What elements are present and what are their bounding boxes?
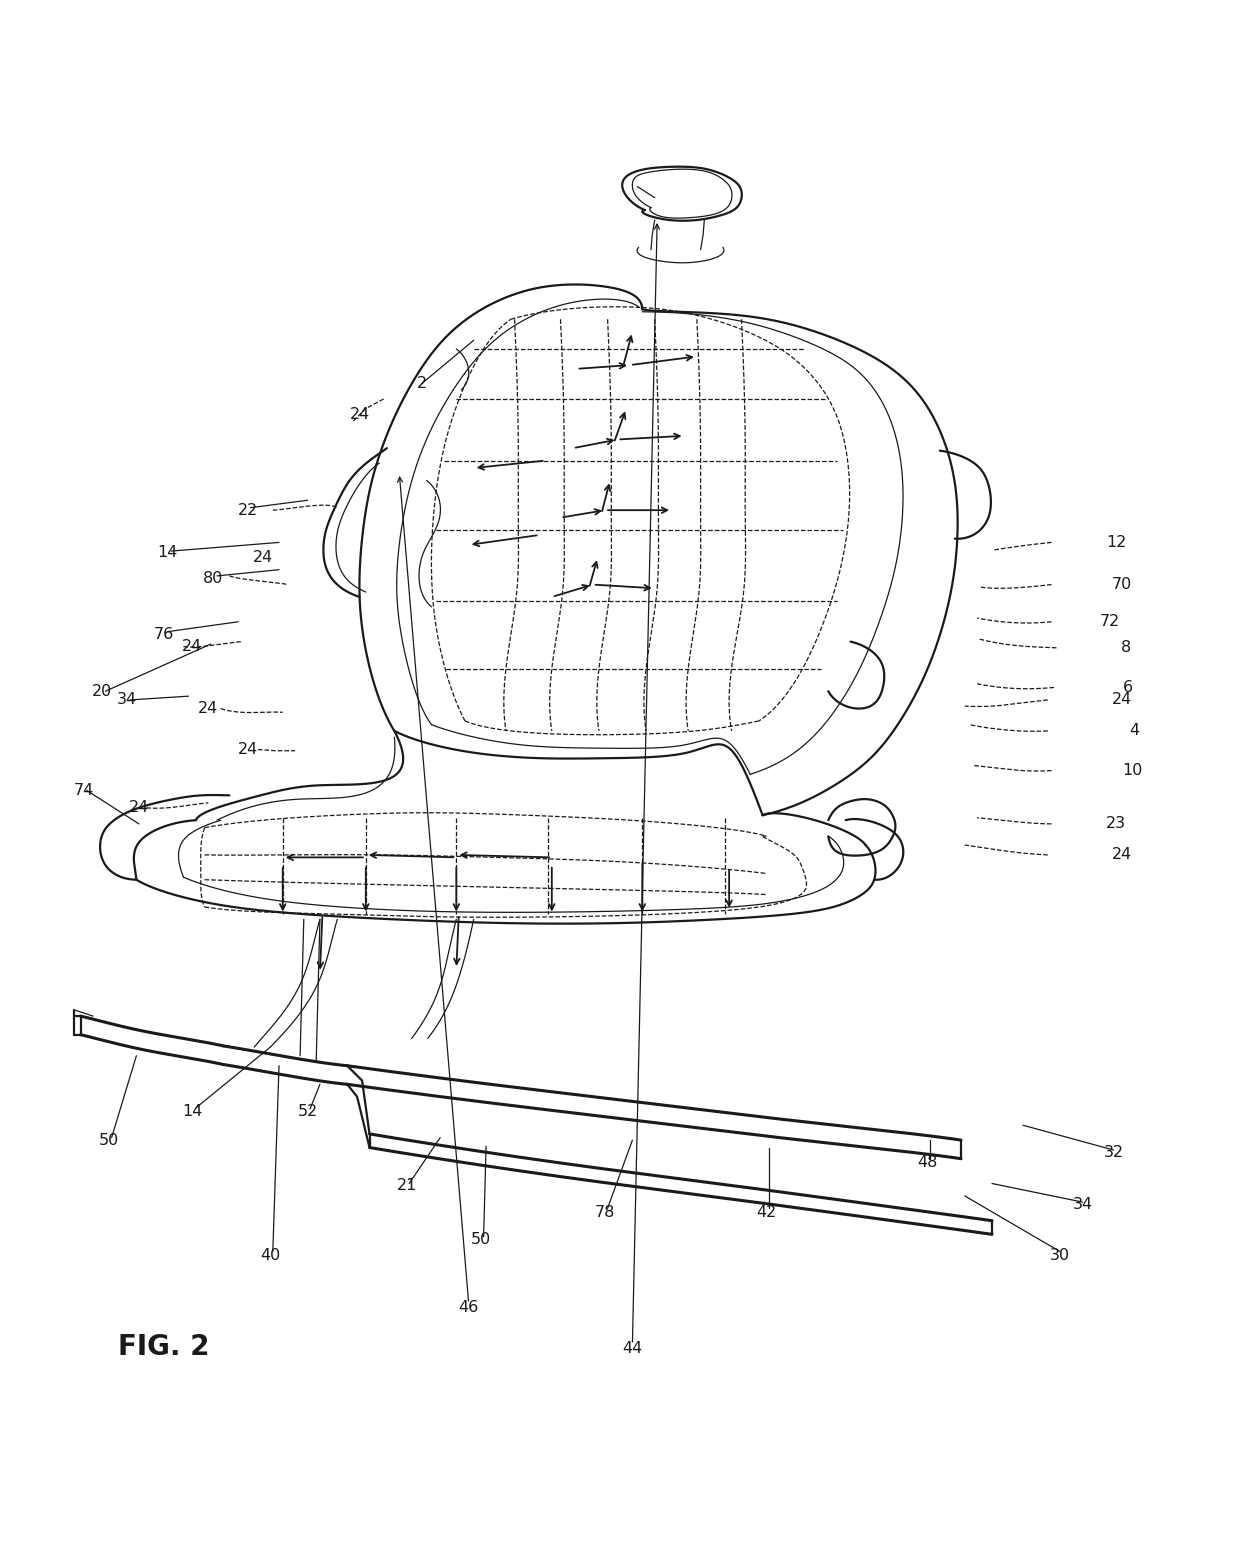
Text: 50: 50	[99, 1133, 119, 1147]
Text: 24: 24	[253, 549, 273, 565]
Text: 12: 12	[1106, 535, 1126, 549]
Text: 72: 72	[1100, 615, 1120, 629]
Text: 50: 50	[471, 1232, 491, 1247]
Text: 80: 80	[203, 571, 223, 585]
Text: 14: 14	[182, 1104, 202, 1119]
Text: 24: 24	[1112, 848, 1132, 862]
Text: 48: 48	[918, 1155, 937, 1169]
Text: 23: 23	[1106, 816, 1126, 832]
Text: 4: 4	[1130, 723, 1140, 738]
Text: 52: 52	[298, 1104, 317, 1119]
Text: 6: 6	[1123, 681, 1133, 695]
Text: 34: 34	[117, 693, 136, 707]
Text: 32: 32	[1104, 1146, 1123, 1160]
Text: 24: 24	[1112, 693, 1132, 707]
Text: 24: 24	[198, 701, 218, 716]
Text: 76: 76	[154, 626, 174, 642]
Text: 70: 70	[1112, 578, 1132, 592]
Text: FIG. 2: FIG. 2	[118, 1333, 210, 1361]
Text: 8: 8	[1121, 640, 1131, 656]
Text: 40: 40	[260, 1247, 280, 1263]
Text: 42: 42	[756, 1205, 776, 1219]
Text: 24: 24	[238, 741, 258, 757]
Text: 24: 24	[350, 407, 370, 421]
Text: 24: 24	[129, 801, 149, 815]
Text: 20: 20	[92, 684, 112, 699]
Text: 24: 24	[182, 638, 202, 654]
Text: 44: 44	[622, 1341, 642, 1357]
Text: 30: 30	[1050, 1247, 1070, 1263]
Text: 14: 14	[157, 545, 177, 560]
Text: 78: 78	[595, 1205, 615, 1219]
Text: 21: 21	[397, 1179, 417, 1194]
Text: 22: 22	[238, 503, 258, 518]
Text: 74: 74	[74, 784, 94, 798]
Text: 2: 2	[417, 376, 427, 392]
Text: 10: 10	[1122, 763, 1142, 777]
Text: 46: 46	[459, 1300, 479, 1314]
Text: 34: 34	[1073, 1197, 1092, 1211]
